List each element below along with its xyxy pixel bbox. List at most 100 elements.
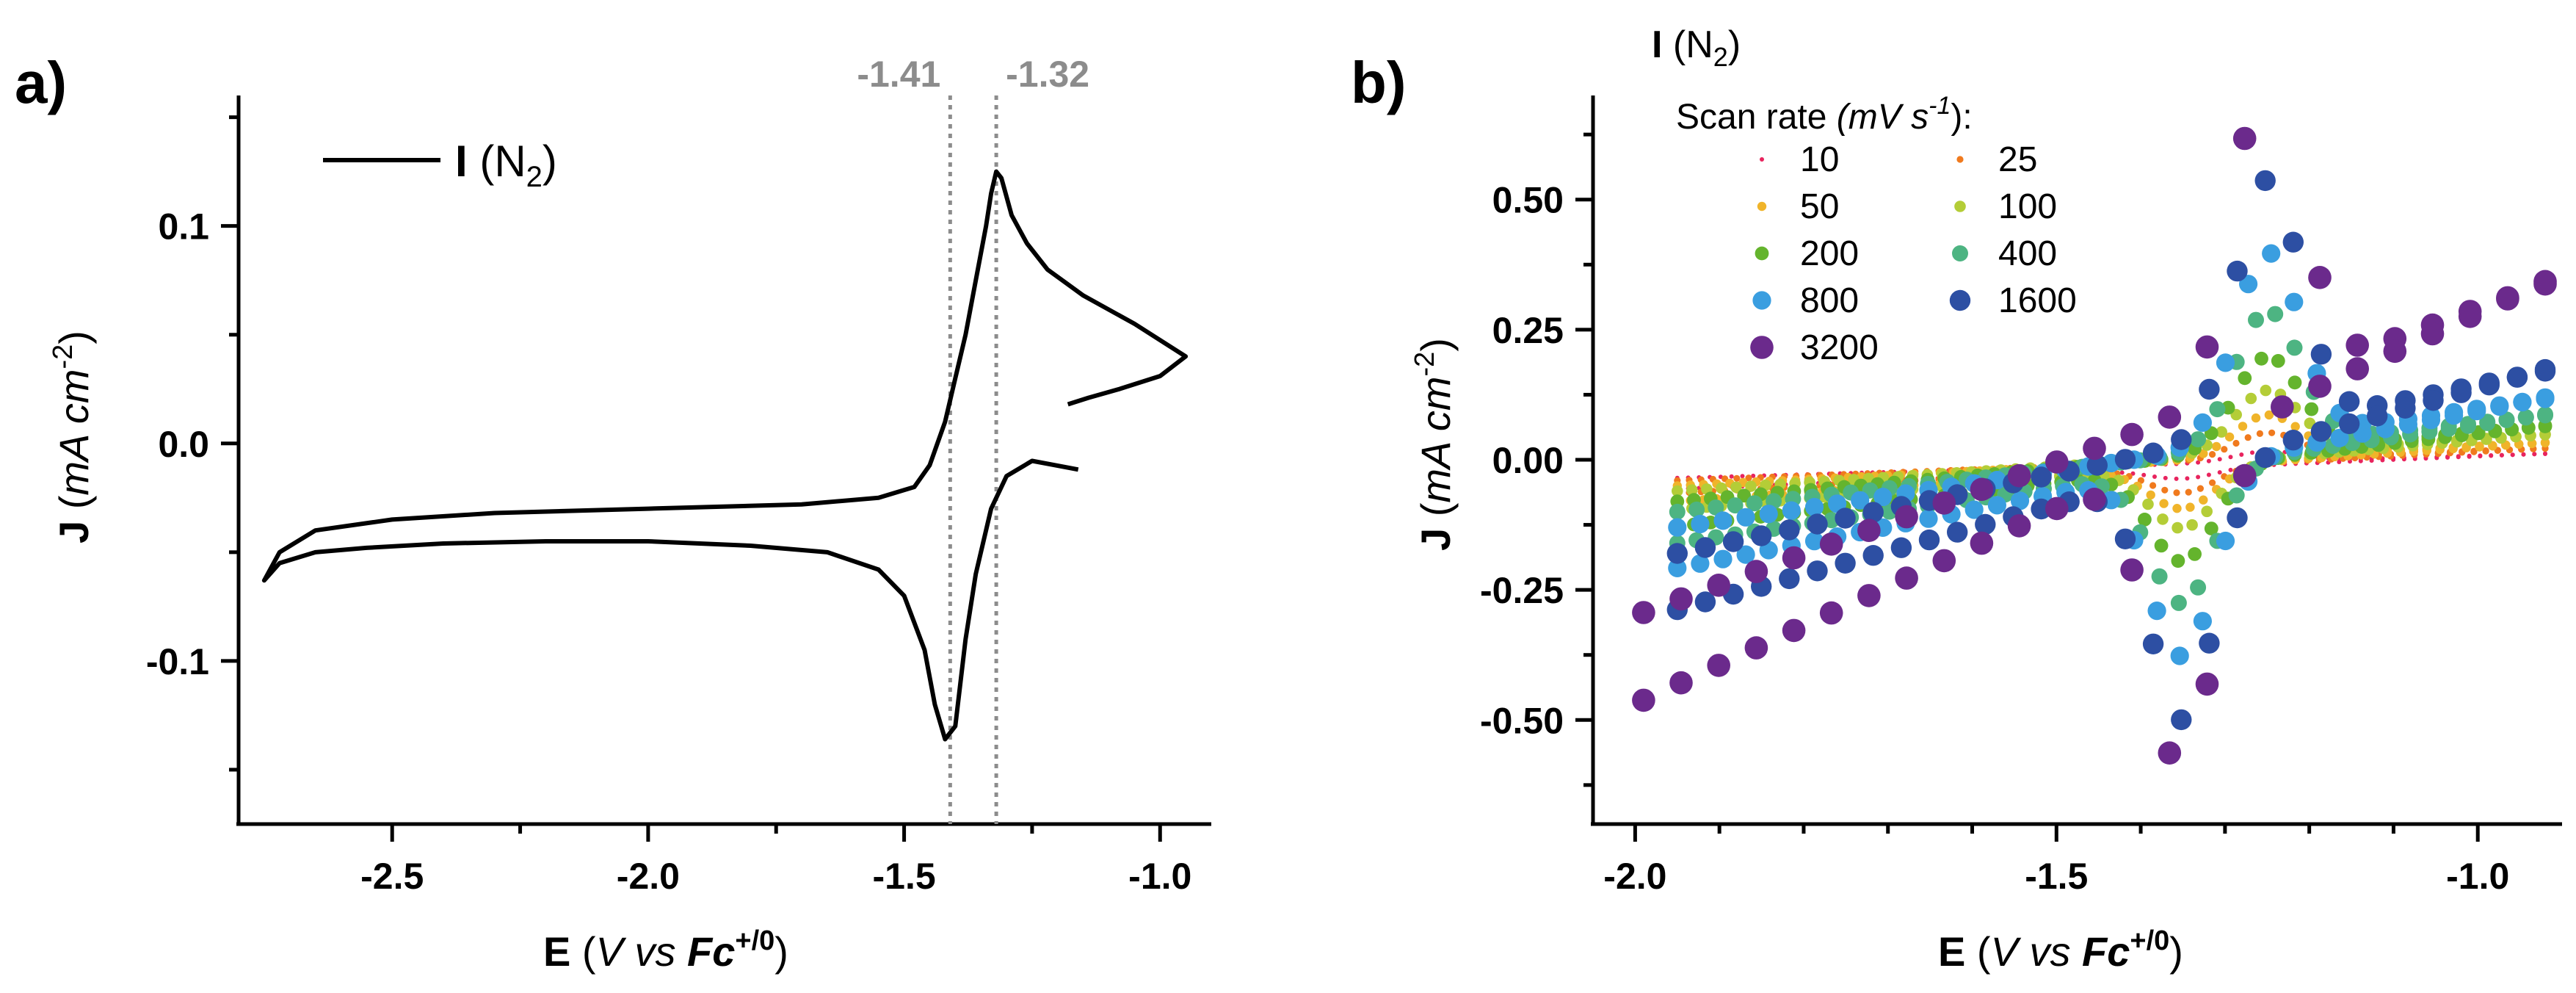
panel-b-point-3200 — [1707, 574, 1730, 597]
panel-b-point-10 — [2196, 460, 2201, 465]
panel-b-point-1600 — [1947, 521, 1968, 543]
panel-b-point-10 — [2228, 455, 2233, 460]
panel-b-point-1600 — [2199, 632, 2220, 654]
panel-b-y-tick-label: 0.25 — [1492, 310, 1564, 351]
panel-a-x-tick-label: -1.5 — [872, 856, 935, 897]
panel-b-point-50 — [2264, 410, 2274, 420]
panel-b-point-25 — [2149, 482, 2157, 489]
panel-b-point-400 — [1746, 495, 1763, 512]
panel-b-point-10 — [1751, 473, 1756, 478]
panel-b-plot: -2.0 -1.5 -1.0 -0.50 -0.25 0.00 0.25 0.50 — [1480, 95, 2562, 897]
panel-b-point-25 — [2256, 430, 2263, 438]
panel-b-point-50 — [2146, 490, 2155, 500]
panel-b-point-25 — [1745, 474, 1752, 482]
panel-b-point-1600 — [1835, 552, 1856, 574]
panel-b-point-25 — [2244, 434, 2252, 441]
panel-a-x-tick-label: -2.0 — [617, 856, 680, 897]
panel-b-y-tick-label: -0.25 — [1480, 570, 1564, 611]
panel-b-point-25 — [1733, 474, 1741, 482]
panel-b-point-3200 — [1632, 601, 1655, 624]
panel-b-point-1600 — [1779, 568, 1800, 590]
panel-b-legend-marker — [1755, 246, 1769, 261]
panel-b-point-3200 — [2195, 672, 2219, 696]
panel-a-peak-label: -1.32 — [1006, 54, 1089, 95]
panel-a-y-tick-label: -0.1 — [146, 641, 209, 682]
panel-b-point-800 — [2170, 646, 2189, 665]
panel-b-point-1600 — [2338, 413, 2360, 435]
panel-b-point-800 — [2010, 491, 2030, 510]
panel-b-point-100 — [2186, 519, 2198, 531]
panel-b-point-3200 — [1970, 531, 1994, 555]
panel-b-point-10 — [2456, 455, 2461, 460]
panel-b-point-10 — [2467, 454, 2472, 459]
panel-b-point-1600 — [2114, 449, 2136, 470]
panel-b-legend-marker — [1760, 157, 1764, 162]
panel-b-point-3200 — [1669, 587, 1693, 611]
panel-b-point-10 — [2217, 470, 2222, 475]
panel-b-x-title: E (V vs Fc+/0) — [1938, 925, 2183, 975]
panel-b-point-10 — [2348, 459, 2352, 464]
panel-b-point-10 — [2174, 476, 2179, 481]
panel-b-legend-label: 200 — [1800, 234, 1859, 273]
panel-b-label: b) — [1351, 50, 1407, 115]
panel-b-point-3200 — [2007, 463, 2031, 488]
panel-b-point-200 — [2138, 513, 2152, 527]
panel-b-point-3200 — [2383, 339, 2407, 364]
panel-b-point-800 — [1759, 505, 1778, 524]
panel-b-point-10 — [2163, 475, 2168, 480]
panel-b-point-10 — [2228, 467, 2233, 472]
panel-b-point-1600 — [2310, 421, 2332, 442]
panel-b-point-200 — [2154, 538, 2169, 553]
panel-b-point-10 — [2532, 452, 2537, 457]
panel-b-point-800 — [1691, 554, 1710, 573]
panel-b-point-1600 — [1807, 560, 1828, 582]
panel-b-point-25 — [2232, 439, 2240, 447]
panel-b-point-1600 — [2254, 447, 2276, 469]
panel-b-point-25 — [2173, 489, 2180, 496]
panel-b-point-200 — [2271, 354, 2285, 368]
panel-b-point-200 — [2304, 402, 2319, 416]
panel-b-point-3200 — [2083, 488, 2106, 511]
panel-b-point-3200 — [1632, 688, 1655, 712]
panel-b-point-10 — [2499, 452, 2504, 458]
panel-b-point-1600 — [2423, 390, 2444, 411]
panel-b-point-400 — [2151, 568, 2168, 585]
panel-b-point-3200 — [2458, 305, 2482, 328]
panel-b-point-200 — [2204, 521, 2218, 535]
panel-b-point-3200 — [2195, 335, 2219, 359]
panel-b-point-25 — [2221, 446, 2228, 453]
panel-b-legend-label: 800 — [1800, 281, 1859, 320]
panel-b-point-10 — [2478, 454, 2483, 459]
panel-a-x-tick-label: -2.5 — [360, 856, 424, 897]
panel-b-point-100 — [1745, 480, 1757, 492]
panel-b-point-50 — [2251, 413, 2261, 423]
panel-b-point-200 — [2254, 351, 2268, 366]
panel-b-point-10 — [2217, 457, 2222, 462]
panel-b-point-50 — [2540, 438, 2550, 447]
panel-b-point-400 — [2537, 406, 2553, 423]
panel-b-point-3200 — [2083, 436, 2106, 461]
panel-b-point-10 — [2250, 450, 2254, 455]
panel-b-point-3200 — [2308, 266, 2332, 289]
panel-b-point-3200 — [1895, 566, 1918, 590]
panel-b-point-100 — [2260, 384, 2272, 397]
panel-b-point-3200 — [2120, 558, 2144, 582]
panel-b-point-400 — [2248, 311, 2264, 328]
panel-b-point-800 — [2147, 602, 2166, 621]
panel-b-point-3200 — [2232, 463, 2257, 488]
panel-b-legend-label: 10 — [1800, 140, 1839, 179]
panel-b-x-tick-label: -1.5 — [2025, 856, 2088, 897]
panel-b-point-3200 — [1782, 618, 1806, 643]
panel-b-point-3200 — [2007, 514, 2031, 538]
panel-b-point-100 — [2245, 392, 2257, 405]
panel-a-x-tick-label: -1.0 — [1128, 856, 1191, 897]
panel-b-point-100 — [2201, 505, 2213, 518]
panel-b-point-10 — [2206, 472, 2211, 477]
panel-b-point-3200 — [1857, 584, 1881, 607]
panel-b-point-800 — [2536, 388, 2555, 407]
panel-b-point-400 — [2286, 339, 2303, 356]
panel-b-point-50 — [2224, 432, 2235, 442]
panel-b-point-3200 — [1669, 671, 1693, 695]
panel-b-point-1600 — [2086, 455, 2108, 476]
